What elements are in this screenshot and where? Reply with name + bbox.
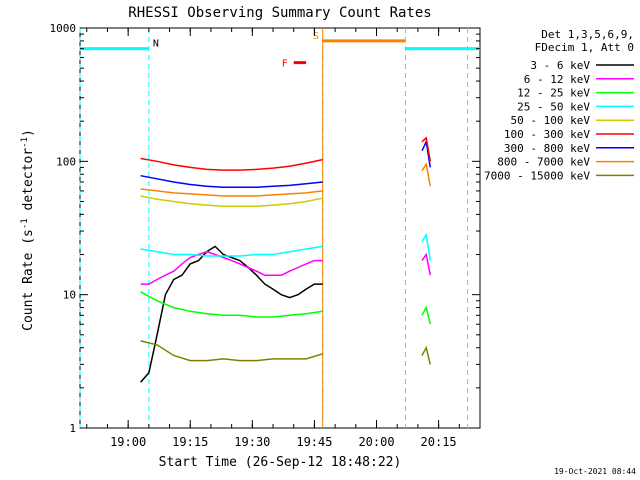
x-axis-label: Start Time (26-Sep-12 18:48:22) xyxy=(159,455,402,470)
chart-title: RHESSI Observing Summary Count Rates xyxy=(128,5,431,21)
x-tick-label-2: 19:30 xyxy=(234,435,270,449)
y-axis-label-mid: detector xyxy=(21,148,36,219)
observing-flags: N S F xyxy=(79,28,480,428)
x-tick-label-1: 19:15 xyxy=(172,435,208,449)
series-line-1 xyxy=(140,250,323,285)
late-spike-line-4 xyxy=(421,252,432,276)
series-line-5 xyxy=(140,157,323,171)
y-axis-label: Count Rate (s-1 detector-1) xyxy=(20,129,36,331)
plot-area: N S F 1 10 100 1000 19:00 19:15 19:30 19:45 20:00 2… xyxy=(50,22,481,449)
x-tick-label-4: 20:00 xyxy=(358,435,394,449)
late-spike-line-1 xyxy=(421,136,432,162)
legend-header-line1: Det 1,3,5,6,9, xyxy=(541,28,634,41)
legend-label-2: 12 - 25 keV xyxy=(517,87,590,100)
timestamp: 19-Oct-2021 08:44 xyxy=(554,467,636,476)
series-line-7 xyxy=(140,188,323,197)
y-axis-label-main: Count Rate (s xyxy=(21,229,36,331)
series-line-2 xyxy=(140,291,323,318)
series-line-3 xyxy=(140,245,323,257)
legend-label-1: 6 - 12 keV xyxy=(524,73,591,86)
series-line-8 xyxy=(140,340,323,362)
legend-label-5: 100 - 300 keV xyxy=(504,128,590,141)
legend-label-7: 800 - 7000 keV xyxy=(497,156,590,169)
saa-flag-label: S xyxy=(313,31,319,42)
series-line-0 xyxy=(140,245,323,383)
series-line-4 xyxy=(140,195,323,208)
plot-frame xyxy=(79,27,481,429)
axis-ticks: 1 10 100 1000 19:00 19:15 19:30 19:45 20:00 20:15 xyxy=(50,22,481,449)
series-lines xyxy=(140,136,432,383)
x-tick-label-5: 20:15 xyxy=(421,435,457,449)
y-tick-label-3: 1000 xyxy=(50,22,77,35)
late-spike-line-3 xyxy=(421,232,432,261)
x-tick-label-3: 19:45 xyxy=(296,435,332,449)
y-tick-label-2: 100 xyxy=(56,155,76,168)
y-axis-label-sup2: -1 xyxy=(20,137,30,148)
legend: Det 1,3,5,6,9, FDecim 1, Att 0 3 - 6 keV… xyxy=(484,28,634,182)
x-tick-label-0: 19:00 xyxy=(110,435,146,449)
y-axis-label-sup1: -1 xyxy=(20,218,30,229)
legend-label-0: 3 - 6 keV xyxy=(530,59,590,72)
late-spike-line-5 xyxy=(421,305,432,325)
legend-label-3: 25 - 50 keV xyxy=(517,100,590,113)
legend-label-4: 50 - 100 keV xyxy=(511,114,591,127)
series-line-6 xyxy=(140,174,323,188)
late-spike-line-6 xyxy=(421,345,432,365)
y-tick-label-0: 1 xyxy=(69,422,76,435)
legend-label-8: 7000 - 15000 keV xyxy=(484,169,590,182)
late-spike-line-2 xyxy=(421,162,432,187)
legend-header-line2: FDecim 1, Att 0 xyxy=(535,41,634,54)
flare-flag-label: F xyxy=(282,59,288,70)
legend-label-6: 300 - 800 keV xyxy=(504,142,590,155)
night-flag-label: N xyxy=(153,39,159,50)
y-axis-label-end: ) xyxy=(21,129,36,137)
y-tick-label-1: 10 xyxy=(63,289,76,302)
